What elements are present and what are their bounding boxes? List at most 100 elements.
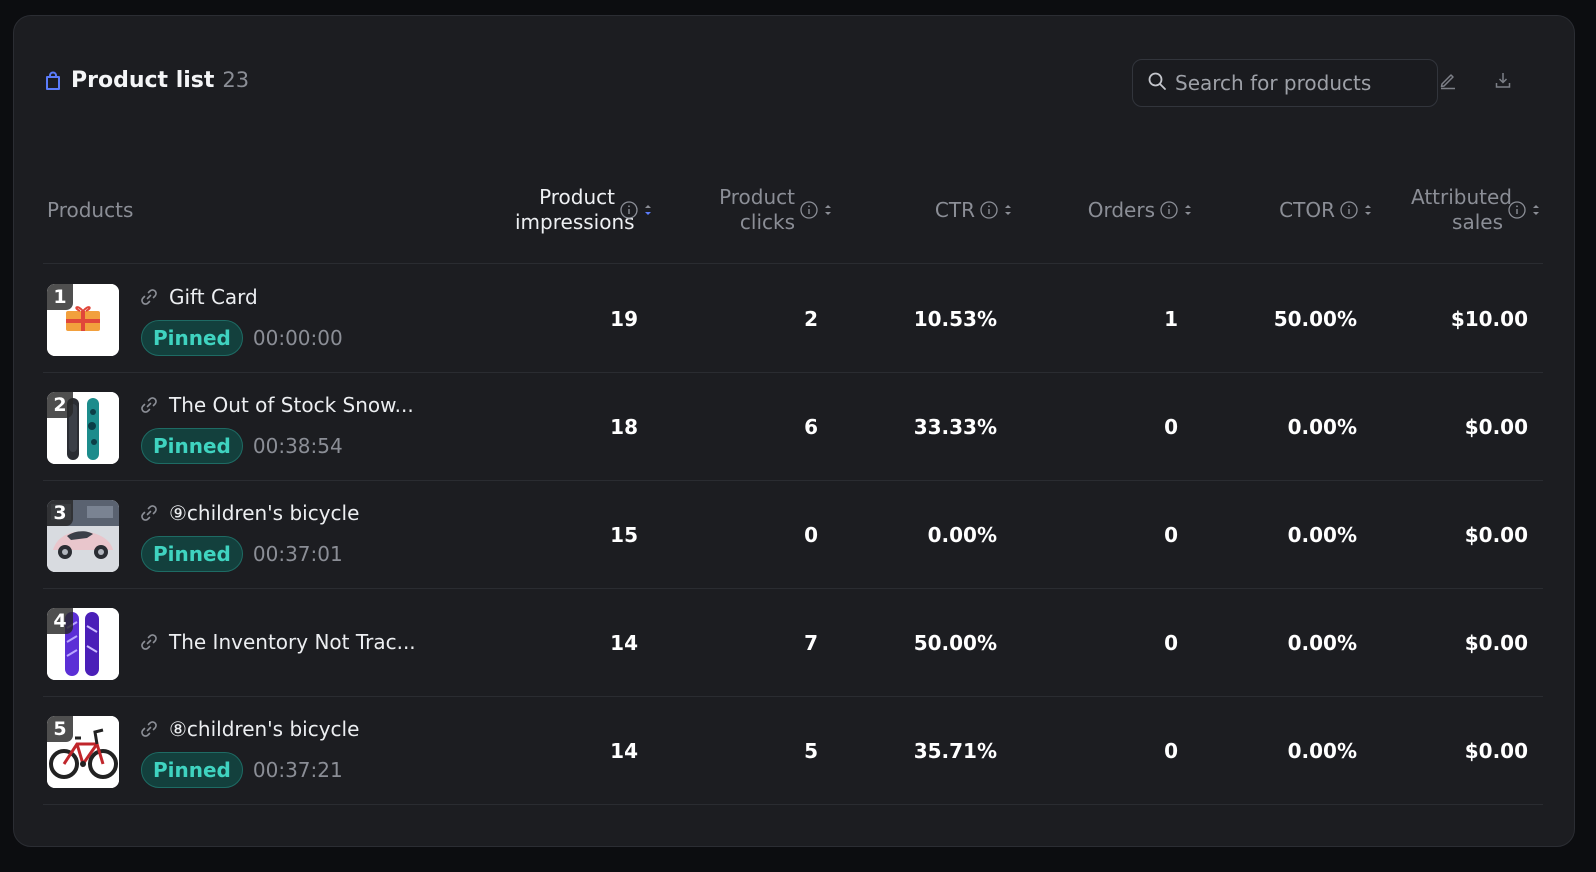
- product-name-link[interactable]: The Out of Stock Snow...: [139, 393, 414, 417]
- product-name-link[interactable]: Gift Card: [139, 285, 258, 309]
- impressions-value: 19: [610, 307, 638, 331]
- link-icon: [141, 397, 157, 413]
- bicycle-image: [47, 716, 119, 788]
- product-name-link[interactable]: The Inventory Not Trac...: [139, 630, 416, 654]
- impressions-value: 18: [610, 415, 638, 439]
- pinned-duration: 00:00:00: [252, 326, 343, 350]
- ctor-value: 0.00%: [1287, 739, 1357, 763]
- clicks-value: 5: [804, 739, 818, 763]
- info-icon[interactable]: [1339, 200, 1359, 220]
- pinned-badge: Pinned: [141, 752, 243, 788]
- impressions-value: 14: [610, 739, 638, 763]
- search-icon: [1147, 71, 1167, 95]
- column-ctr[interactable]: CTR: [833, 156, 1013, 264]
- edit-button[interactable]: [1434, 68, 1462, 96]
- info-icon[interactable]: [1159, 200, 1179, 220]
- sort-icon[interactable]: [643, 202, 653, 218]
- ctr-value: 33.33%: [913, 415, 997, 439]
- table-row[interactable]: 2 The Out of Stock Snow... Pinned 00:38:…: [43, 373, 1543, 481]
- pinned-badge: Pinned: [141, 428, 243, 464]
- link-icon: [141, 721, 157, 737]
- column-attributed-sales[interactable]: Attributed sales: [1363, 156, 1541, 264]
- table-row[interactable]: 3 ⑨children's bicycle Pinned 00:37:01 15…: [43, 481, 1543, 589]
- ctor-value: 50.00%: [1273, 307, 1357, 331]
- ctr-value: 50.00%: [913, 631, 997, 655]
- table-row[interactable]: 4 The Inventory Not Trac... 14 7 50.00% …: [43, 589, 1543, 697]
- download-icon: [1493, 70, 1513, 94]
- product-name: ⑨children's bicycle: [169, 501, 360, 525]
- product-list-card: Product list 2 3: [13, 15, 1575, 847]
- shopping-bag-icon: [43, 71, 63, 91]
- product-name: Gift Card: [169, 285, 258, 309]
- column-products: Products: [47, 197, 134, 222]
- ctor-value: 0.00%: [1287, 523, 1357, 547]
- product-name: ⑧children's bicycle: [169, 717, 360, 741]
- sales-value: $0.00: [1464, 631, 1528, 655]
- column-impressions[interactable]: Product impressions: [473, 156, 653, 264]
- title-group: Product list 23: [43, 68, 249, 93]
- clicks-value: 2: [804, 307, 818, 331]
- sort-icon[interactable]: [1183, 202, 1193, 218]
- search-box[interactable]: [1132, 59, 1438, 107]
- impressions-value: 14: [610, 631, 638, 655]
- rank-badge: 1: [47, 284, 73, 310]
- search-input[interactable]: [1175, 71, 1425, 95]
- orders-value: 0: [1164, 739, 1178, 763]
- link-icon: [141, 505, 157, 521]
- product-thumbnail[interactable]: 1: [47, 284, 119, 356]
- product-meta: Pinned 00:37:21: [141, 752, 343, 788]
- link-icon: [141, 634, 157, 650]
- product-name: The Out of Stock Snow...: [169, 393, 414, 417]
- table-header: Products Product impressions Product cli…: [43, 156, 1543, 264]
- pinned-badge: Pinned: [141, 320, 243, 356]
- link-icon: [141, 289, 157, 305]
- info-icon[interactable]: [799, 200, 819, 220]
- product-name-link[interactable]: ⑨children's bicycle: [139, 501, 359, 525]
- sales-value: $0.00: [1464, 415, 1528, 439]
- column-ctor[interactable]: CTOR: [1193, 156, 1373, 264]
- impressions-value: 15: [610, 523, 638, 547]
- pinned-duration: 00:38:54: [252, 434, 343, 458]
- sales-value: $10.00: [1450, 307, 1528, 331]
- page-title: Product list: [71, 68, 215, 93]
- sort-icon[interactable]: [1531, 202, 1541, 218]
- ctr-value: 10.53%: [913, 307, 997, 331]
- orders-value: 1: [1164, 307, 1178, 331]
- sales-value: $0.00: [1464, 739, 1528, 763]
- product-meta: Pinned 00:00:00: [141, 320, 343, 356]
- card-header: Product list 23: [14, 16, 1574, 156]
- ctr-value: 0.00%: [927, 523, 997, 547]
- sort-icon[interactable]: [823, 202, 833, 218]
- rank-badge: 5: [47, 716, 73, 742]
- pinned-badge: Pinned: [141, 536, 243, 572]
- column-orders[interactable]: Orders: [1013, 156, 1193, 264]
- product-name: The Inventory Not Trac...: [169, 630, 416, 654]
- sort-icon[interactable]: [1363, 202, 1373, 218]
- download-button[interactable]: [1489, 68, 1517, 96]
- orders-value: 0: [1164, 415, 1178, 439]
- column-clicks[interactable]: Product clicks: [653, 156, 833, 264]
- table-row[interactable]: 1 Gift Card Pinned 00:00:00 19 2 10.53% …: [43, 265, 1543, 373]
- orders-value: 0: [1164, 631, 1178, 655]
- rank-badge: 4: [47, 608, 73, 634]
- pinned-duration: 00:37:21: [252, 758, 343, 782]
- ctor-value: 0.00%: [1287, 631, 1357, 655]
- table-row[interactable]: 5 ⑧children's bicycle Pinned 00:37:21 14…: [43, 697, 1543, 805]
- sales-value: $0.00: [1464, 523, 1528, 547]
- product-thumbnail[interactable]: 3: [47, 500, 119, 572]
- clicks-value: 0: [804, 523, 818, 547]
- info-icon[interactable]: [1507, 200, 1527, 220]
- ctor-value: 0.00%: [1287, 415, 1357, 439]
- product-meta: Pinned 00:38:54: [141, 428, 343, 464]
- sort-icon[interactable]: [1003, 202, 1013, 218]
- info-icon[interactable]: [619, 200, 639, 220]
- product-thumbnail[interactable]: 4: [47, 608, 119, 680]
- rank-badge: 2: [47, 392, 73, 418]
- product-name-link[interactable]: ⑧children's bicycle: [139, 717, 359, 741]
- product-thumbnail[interactable]: 5: [47, 716, 119, 788]
- product-thumbnail[interactable]: 2: [47, 392, 119, 464]
- product-meta: Pinned 00:37:01: [141, 536, 343, 572]
- clicks-value: 7: [804, 631, 818, 655]
- info-icon[interactable]: [979, 200, 999, 220]
- edit-icon: [1438, 70, 1458, 94]
